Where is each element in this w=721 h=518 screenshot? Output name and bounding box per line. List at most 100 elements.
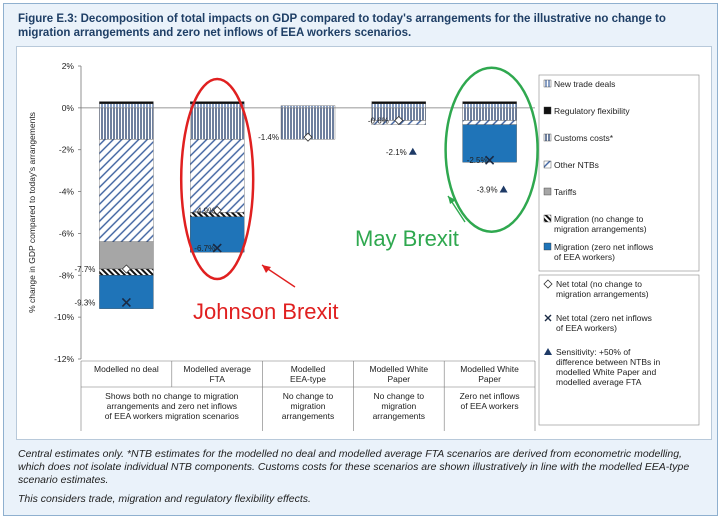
legend-swatch-customs xyxy=(543,133,552,142)
figure-frame: Figure E.3: Decomposition of total impac… xyxy=(3,3,718,516)
bar-segment-other-ntbs xyxy=(190,139,245,213)
legend-label: New trade deals xyxy=(554,79,615,89)
legend-label: modelled White Paper and xyxy=(556,367,656,377)
legend-label: Customs costs* xyxy=(554,133,614,143)
bar-segment-customs xyxy=(190,107,245,140)
net-total-no-change-marker xyxy=(303,132,313,142)
sensitivity-label: -2.1% xyxy=(386,148,407,157)
y-tick-label: 0% xyxy=(62,103,75,113)
y-axis-label: % change in GDP compared to today's arra… xyxy=(27,112,37,313)
bar-segment-new-trade xyxy=(371,103,426,109)
net-total-zero-marker xyxy=(485,155,495,165)
y-tick-label: -2% xyxy=(59,145,75,155)
legend-swatch-other-ntbs xyxy=(543,160,552,169)
net-total-no-change-label: -1.4% xyxy=(258,133,279,142)
net-total-zero-label: -9.3% xyxy=(74,298,95,307)
sensitivity-label: -3.9% xyxy=(477,185,498,194)
legend-label: migration arrangements) xyxy=(556,289,649,299)
figure-title: Figure E.3: Decomposition of total impac… xyxy=(18,13,666,39)
bar-segment-migration-zero xyxy=(190,216,245,253)
net-total-no-change-label: -0.6% xyxy=(368,116,389,125)
category-subtitle: Zero net inflows xyxy=(460,391,520,401)
y-tick-label: -8% xyxy=(59,270,75,280)
category-label: Modelled no deal xyxy=(94,364,159,374)
bar-segment-migration-zero xyxy=(462,124,517,163)
bar-segment-other-ntbs xyxy=(462,120,517,125)
legend-label: of EEA workers) xyxy=(554,252,615,262)
net-total-no-change-label: -4.9% xyxy=(194,206,215,215)
y-tick-label: -10% xyxy=(54,312,74,322)
legend-triangle-icon xyxy=(544,348,552,355)
y-tick-label: 2% xyxy=(62,61,75,71)
net-total-zero-label: -6.7% xyxy=(194,244,215,253)
legend-label: Net total (zero net inflows xyxy=(556,313,652,323)
category-label: Paper xyxy=(387,374,410,384)
legend-box-series xyxy=(538,74,700,272)
category-subtitle: arrangements xyxy=(282,411,334,421)
net-total-zero-marker xyxy=(212,243,222,253)
legend-diamond-icon xyxy=(543,279,553,289)
y-tick-label: -6% xyxy=(59,228,75,238)
note-central-estimates: Central estimates only. *NTB estimates f… xyxy=(18,448,690,486)
legend-label: Net total (no change to xyxy=(556,279,642,289)
may-arrow-head xyxy=(448,196,456,204)
gdp-impact-chart: 2% 0% -2% -4% -6% -8% -10% -12% % change in GDP … xyxy=(27,61,700,431)
chart-area: 2% 0% -2% -4% -6% -8% -10% -12% % change in GDP … xyxy=(16,46,712,440)
category-subtitle: Shows both no change to migration xyxy=(105,391,239,401)
legend-swatch-new-trade xyxy=(543,79,552,88)
legend-cross-icon xyxy=(544,314,552,322)
category-label: Modelled White xyxy=(460,364,519,374)
legend-label: Migration (zero net inflows xyxy=(554,242,653,252)
category-subtitle: of EEA workers migration scenarios xyxy=(105,411,239,421)
legend-label: Migration (no change to xyxy=(554,214,644,224)
category-label: Modelled White xyxy=(370,364,429,374)
bar-segment-new-trade xyxy=(462,103,517,109)
y-tick-label: -4% xyxy=(59,187,75,197)
net-total-no-change-label: -7.7% xyxy=(74,265,95,274)
legend-box-markers xyxy=(538,274,700,426)
bar-segment-other-ntbs xyxy=(99,139,154,242)
bar-segment-reg-flex xyxy=(99,101,154,104)
category-subtitle: arrangements and zero net inflows xyxy=(107,401,237,411)
category-label: Modelled xyxy=(291,364,326,374)
johnson-arrow-head xyxy=(262,265,271,273)
note-considers: This considers trade, migration and regu… xyxy=(18,493,311,505)
legend-label: Tariffs xyxy=(554,187,577,197)
category-label: FTA xyxy=(209,374,225,384)
bar-segment-reg-flex xyxy=(462,101,517,104)
category-subtitle: migration xyxy=(291,401,326,411)
may-annotation: May Brexit xyxy=(355,226,459,251)
legend-swatch-migration-no-change xyxy=(543,214,552,223)
bar-segment-customs xyxy=(99,107,154,140)
johnson-ellipse xyxy=(179,77,255,281)
figure-notes: Central estimates only. *NTB estimates f… xyxy=(18,448,708,512)
legend-label: migration arrangements) xyxy=(554,224,647,234)
may-ellipse xyxy=(444,66,539,233)
legend-label: difference between NTBs in xyxy=(556,357,661,367)
net-total-no-change-marker xyxy=(121,264,131,274)
legend-label: modelled average FTA xyxy=(556,377,642,387)
bar-segment-reg-flex xyxy=(190,101,245,104)
bar-segment-customs xyxy=(462,107,517,121)
net-total-zero-label: -2.5% xyxy=(467,156,488,165)
legend-swatch-reg-flex xyxy=(543,106,552,115)
category-label: Modelled average xyxy=(183,364,251,374)
legend-label: Sensitivity: +50% of xyxy=(556,347,631,357)
legend-label: of EEA workers) xyxy=(556,323,617,333)
category-subtitle: No change to xyxy=(374,391,425,401)
bar-segment-new-trade xyxy=(190,103,245,109)
legend-label: Other NTBs xyxy=(554,160,599,170)
sensitivity-marker xyxy=(408,147,417,155)
legend-label: Regulatory flexibility xyxy=(554,106,630,116)
category-subtitle: migration xyxy=(381,401,416,411)
category-subtitle: arrangements xyxy=(373,411,425,421)
category-label: Paper xyxy=(478,374,501,384)
sensitivity-marker xyxy=(499,185,508,193)
category-subtitle: of EEA workers xyxy=(461,401,519,411)
net-total-zero-marker xyxy=(121,297,131,308)
legend-swatch-tariffs xyxy=(543,187,552,196)
bar-segment-migration-zero xyxy=(99,275,154,309)
johnson-annotation: Johnson Brexit xyxy=(193,299,339,324)
category-subtitle: No change to xyxy=(283,391,334,401)
category-label: EEA-type xyxy=(290,374,326,384)
